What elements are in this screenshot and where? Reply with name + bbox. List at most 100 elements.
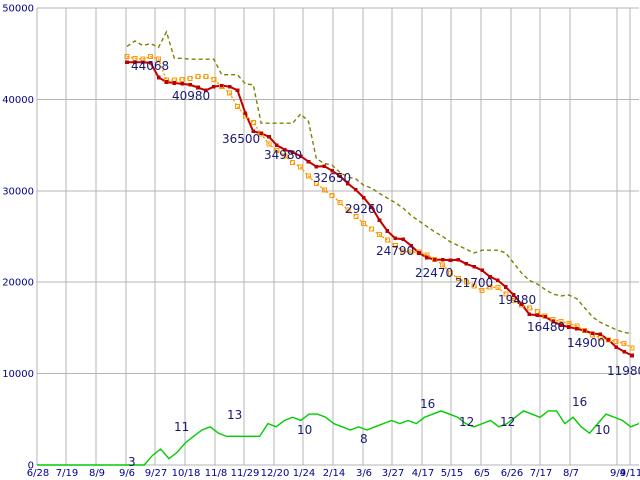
price-value-label: 34980 [264, 148, 302, 162]
x-axis-label: 7/19 [56, 468, 78, 479]
series-marker-mid-dotted [503, 291, 509, 297]
price-value-label: 40980 [172, 89, 210, 103]
series-marker-mid-dotted [361, 221, 367, 227]
series-marker-price-main [314, 164, 319, 169]
series-marker-mid-dotted [266, 141, 272, 147]
series-marker-price-main [448, 258, 453, 263]
series-marker-price-main [322, 164, 327, 168]
series-marker-mid-dotted [471, 283, 477, 289]
series-marker-price-main [377, 218, 382, 222]
series-marker-price-main [393, 236, 398, 241]
x-axis-label: 11/29 [231, 468, 260, 479]
x-axis-label: 3/27 [382, 468, 404, 479]
series-marker-price-main [290, 150, 295, 155]
x-axis-label: 7/17 [530, 468, 552, 479]
series-marker-price-main [338, 174, 342, 178]
series-marker-mid-dotted [495, 285, 501, 291]
price-value-label: 32650 [313, 171, 351, 185]
series-marker-price-main [511, 293, 516, 297]
series-marker-mid-dotted [234, 104, 240, 110]
volume-value-labels: 3 11 13 10 8 16 12 12 16 10 [128, 395, 610, 469]
series-marker-price-main [243, 111, 248, 115]
series-marker-price-main [125, 60, 129, 65]
y-axis-tick-labels: 0 10000 20000 30000 40000 50000 [2, 4, 34, 472]
series-line-mid-dotted [126, 55, 633, 349]
y-axis-label: 10000 [2, 369, 34, 380]
y-axis-label: 50000 [2, 4, 34, 15]
series-marker-price-main [401, 237, 405, 242]
series-marker-mid-dotted [274, 148, 280, 154]
series-marker-mid-dotted [408, 249, 414, 255]
price-value-label: 44068 [131, 59, 169, 73]
series-marker-mid-dotted [621, 340, 627, 346]
series-marker-mid-dotted [400, 248, 406, 254]
series-marker-price-main [180, 82, 185, 86]
series-marker-price-main [417, 251, 421, 255]
series-marker-mid-dotted [629, 345, 635, 351]
x-axis-label: 4/17 [412, 468, 434, 479]
series-marker-mid-dotted [132, 55, 138, 61]
x-axis-tick-labels: 6/28 7/19 8/9 9/6 9/27 10/18 11/8 11/29 12/20 1/2… [27, 468, 640, 479]
series-marker-mid-dotted [463, 279, 469, 285]
series-marker-mid-dotted [203, 74, 209, 80]
series-marker-price-main [361, 195, 366, 200]
x-axis-label: 2/14 [323, 468, 345, 479]
price-value-label: 19480 [498, 293, 536, 307]
x-axis-label: 8/7 [563, 468, 579, 479]
series-marker-price-main [590, 331, 595, 336]
volume-value-label: 11 [174, 420, 189, 434]
x-axis-label: 9/6 [119, 468, 135, 479]
series-marker-mid-dotted [329, 192, 335, 198]
x-axis-label: 6/5 [474, 468, 490, 479]
price-value-label: 21700 [455, 276, 493, 290]
series-marker-price-main [306, 159, 311, 164]
x-axis-label: 6/26 [501, 468, 523, 479]
series-marker-mid-dotted [440, 262, 446, 268]
series-marker-mid-dotted [448, 270, 454, 276]
series-marker-mid-dotted [298, 164, 304, 170]
series-marker-price-main [606, 337, 611, 342]
series-marker-price-main [219, 83, 224, 88]
series-marker-price-main [346, 181, 350, 186]
series-marker-mid-dotted [582, 328, 588, 334]
series-marker-price-main [472, 264, 476, 269]
x-axis-label: 10/18 [172, 468, 201, 479]
series-marker-price-main [385, 229, 390, 233]
volume-line [37, 410, 640, 466]
series-marker-mid-dotted [187, 75, 193, 81]
series-marker-price-main [251, 129, 256, 134]
series-marker-mid-dotted [511, 297, 517, 303]
series-marker-price-main [559, 323, 563, 327]
price-value-label: 36500 [222, 132, 260, 146]
volume-value-label: 8 [360, 432, 368, 446]
volume-value-label: 16 [420, 397, 435, 411]
series-marker-price-main [283, 147, 287, 152]
series-marker-price-main [267, 135, 271, 139]
x-axis-label: 1/24 [293, 468, 315, 479]
x-axis-label: 3/6 [356, 468, 372, 479]
volume-value-label: 13 [227, 408, 242, 422]
price-value-label: 16480 [527, 320, 565, 334]
x-axis-label: 11/8 [205, 468, 227, 479]
series-marker-price-main [551, 319, 555, 324]
series-marker-price-main [598, 332, 603, 337]
series-marker-mid-dotted [195, 74, 201, 80]
series-marker-mid-dotted [282, 153, 288, 159]
series-marker-mid-dotted [455, 276, 461, 282]
y-axis-label: 40000 [2, 95, 34, 106]
series-marker-mid-dotted [377, 232, 382, 238]
series-marker-price-main [440, 258, 445, 262]
series-marker-price-main [567, 325, 571, 329]
series-marker-mid-dotted [313, 180, 319, 186]
series-marker-price-main [464, 262, 469, 266]
series-marker-price-main [369, 205, 374, 210]
volume-value-label: 16 [572, 395, 587, 409]
series-marker-price-main [156, 75, 161, 80]
series-marker-price-main [614, 345, 619, 349]
series-marker-price-main [480, 268, 484, 273]
x-axis-label: 5/15 [441, 468, 463, 479]
series-marker-price-main [503, 285, 508, 289]
